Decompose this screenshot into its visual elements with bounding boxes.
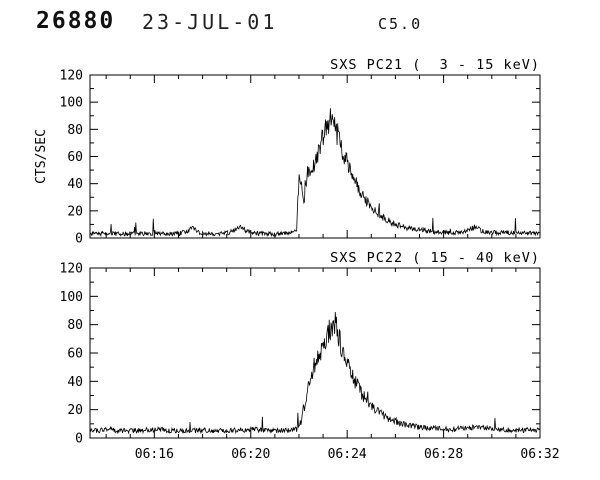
x-tick-label: 06:20	[231, 447, 270, 462]
y-tick-label: 120	[60, 262, 83, 277]
lightcurve-trace-1	[89, 311, 540, 435]
y-tick-label: 0	[75, 432, 83, 447]
date-label: 23-JUL-01	[142, 10, 278, 34]
y-tick-label: 20	[67, 403, 83, 418]
event-number: 26880	[36, 8, 116, 34]
y-tick-label: 100	[60, 290, 83, 305]
panel-title-0: SXS PC21 ( 3 - 15 keV)	[330, 57, 540, 73]
y-tick-label: 80	[67, 123, 83, 138]
y-tick-label: 40	[67, 375, 83, 390]
flare-class-label: C5.0	[378, 15, 423, 33]
y-axis-label: CTS/SEC	[34, 129, 49, 184]
y-tick-label: 80	[67, 318, 83, 333]
y-tick-label: 60	[67, 150, 83, 165]
y-tick-label: 0	[75, 232, 83, 247]
y-tick-label: 100	[60, 96, 83, 111]
y-tick-label: 20	[67, 204, 83, 219]
y-tick-label: 60	[67, 347, 83, 362]
x-tick-label: 06:32	[520, 447, 559, 462]
plot-frame-1	[89, 267, 541, 439]
y-tick-label: 120	[60, 69, 83, 84]
x-tick-label: 06:16	[135, 447, 174, 462]
lightcurve-trace-0	[89, 108, 540, 238]
x-tick-label: 06:24	[328, 447, 367, 462]
panel-title-1: SXS PC22 ( 15 - 40 keV)	[330, 250, 540, 266]
x-tick-label: 06:28	[424, 447, 463, 462]
plot-frame-0	[89, 74, 541, 239]
y-tick-label: 40	[67, 177, 83, 192]
